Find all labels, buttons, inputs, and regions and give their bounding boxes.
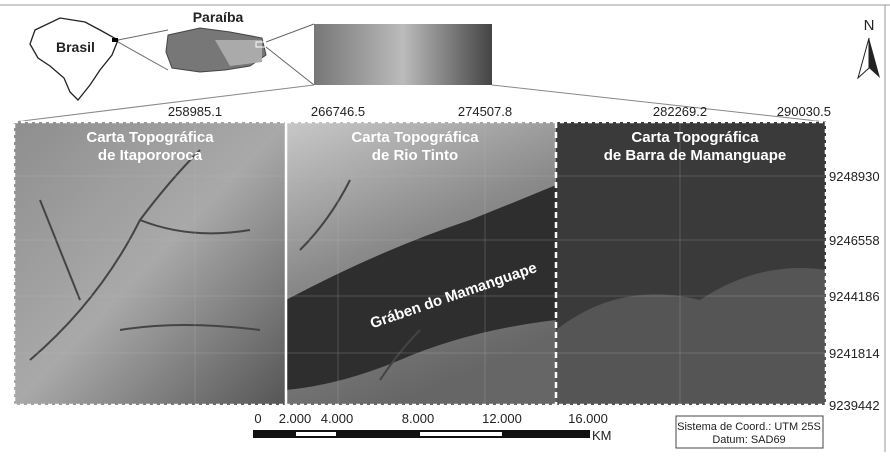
scale-label: 0 — [254, 411, 261, 426]
state-label: Paraíba — [193, 9, 244, 25]
x-coordinate: 266746.5 — [311, 104, 365, 119]
text-line: Carta Topográfica — [631, 129, 759, 146]
info-box — [675, 415, 824, 449]
north-arrow — [857, 37, 870, 80]
x-coordinate: 274507.8 — [458, 104, 512, 119]
panel-title: Carta Topográfica de Rio Tinto — [351, 129, 479, 164]
terrain-panel — [14, 122, 286, 405]
country-label: Brasil — [56, 39, 95, 55]
paraiba-marker — [112, 38, 118, 42]
panel-title: Carta Topográfica de Itapororoca — [86, 129, 214, 164]
y-coordinate: 9246558 — [829, 233, 880, 248]
panel-title: Carta Topográfica de Barra de Mamanguape — [604, 129, 787, 164]
terrain-relief — [556, 268, 826, 405]
grid — [14, 122, 826, 405]
leader-line — [491, 84, 827, 123]
info-text: Datum: SAD69 — [712, 434, 785, 446]
scale-bar — [253, 430, 590, 438]
zoom-marker — [255, 41, 267, 48]
text-line: de Itapororoca — [98, 147, 203, 164]
x-coordinate: 290030.5 — [777, 104, 831, 119]
y-coordinate: 9244186 — [829, 289, 880, 304]
leader-line — [265, 23, 315, 43]
leader-line — [117, 29, 169, 41]
scale-label: 8.000 — [402, 411, 435, 426]
scale-label: 2.000 — [279, 411, 312, 426]
leader-line — [13, 84, 315, 123]
brazil-outline — [29, 17, 119, 101]
text-line: Carta Topográfica — [86, 129, 214, 146]
text-line: Carta Topográfica — [351, 129, 479, 146]
info-text: Sistema de Coord.: UTM 25S — [677, 421, 821, 433]
zoom-inset — [314, 24, 492, 85]
scale-label: 4.000 — [321, 411, 354, 426]
y-coordinate: 9239442 — [829, 398, 880, 413]
drainage — [29, 149, 421, 381]
graben — [286, 185, 556, 390]
scale-label: 16.000 — [568, 411, 608, 426]
x-coordinate: 258985.1 — [168, 104, 222, 119]
scale-unit: KM — [592, 428, 612, 443]
north-arrow — [869, 38, 880, 78]
leader-line — [117, 41, 169, 71]
text-line: de Rio Tinto — [372, 147, 458, 164]
y-coordinate: 9241814 — [829, 346, 880, 361]
scale-label: 12.000 — [482, 411, 522, 426]
text-line: de Barra de Mamanguape — [604, 147, 787, 164]
paraiba-relief — [215, 40, 262, 66]
x-coordinate: 282269.2 — [653, 104, 707, 119]
leader-line — [265, 46, 315, 86]
y-coordinate: 9248930 — [829, 169, 880, 184]
map-border — [12, 120, 828, 407]
north-label: N — [864, 17, 875, 34]
